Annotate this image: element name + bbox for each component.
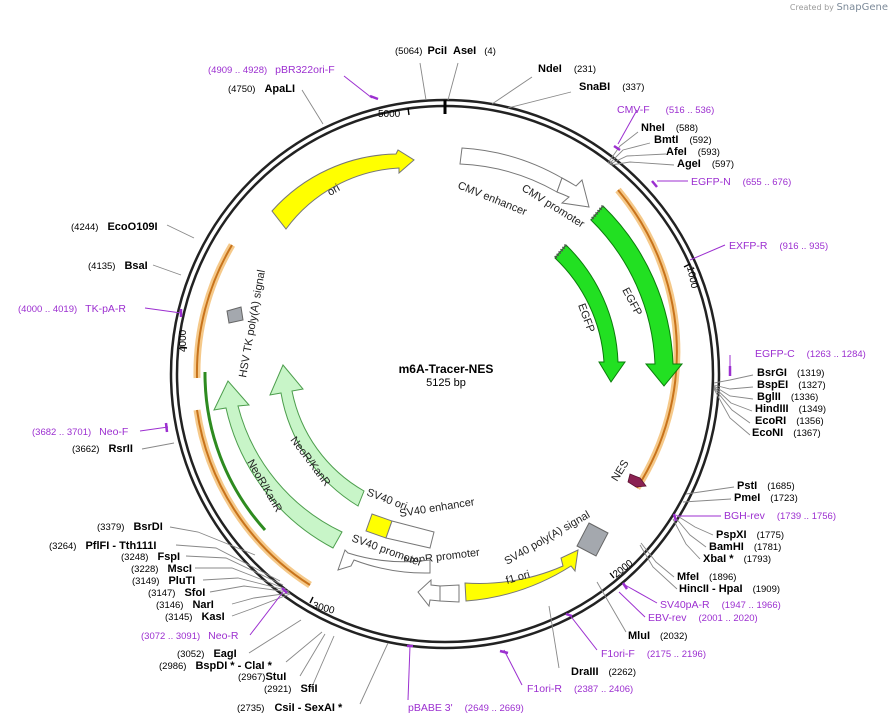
site-pflfi: (3264) PflFI - Tth111I <box>49 540 156 552</box>
site-sfii: (2921) SfiI <box>264 683 318 695</box>
sv40-enhancer-label: SV40 enhancer <box>399 496 476 520</box>
site-bspdi: (2986) BspDI * - ClaI * <box>159 660 273 672</box>
tick-2000: 2000 <box>611 558 636 581</box>
site-csii: (2735) CsiI - SexAI * <box>237 702 343 714</box>
primer-cmv-f: CMV-F (516 .. 536) <box>617 104 714 116</box>
tick-4000: 4000 <box>178 329 189 352</box>
site-hincii: HincII - HpaI (1909) <box>679 583 780 595</box>
site-ecoo109i: (4244) EcoO109I <box>71 221 158 233</box>
primer-tk-pa-r: (4000 .. 4019) TK-pA-R <box>18 303 126 315</box>
site-econi: EcoNI (1367) <box>752 427 821 439</box>
site-pspxi: PspXI (1775) <box>716 529 784 541</box>
site-asei: AseI (4) <box>453 45 496 57</box>
f1-ori-feature: f1 ori <box>464 549 579 602</box>
primer-exfp-r: EXFP-R (916 .. 935) <box>729 240 828 252</box>
primer-ebv-rev: EBV-rev (2001 .. 2020) <box>648 612 758 624</box>
credit: Created by SnapGene <box>790 2 888 13</box>
egfp-inner-feature: EGFP <box>553 244 626 383</box>
primer-egfp-c: EGFP-C (1263 .. 1284) <box>755 348 866 360</box>
primer-pbabe3: pBABE 3' (2649 .. 2669) <box>408 702 524 714</box>
cmv-enhancer-label: CMV enhancer <box>456 180 529 219</box>
ori-label: ori <box>326 182 343 199</box>
site-pluti: (3149) PluTI <box>132 575 195 587</box>
sv40-polya-feature: SV40 poly(A) signal <box>503 509 609 568</box>
site-xbai: XbaI * (1793) <box>703 553 771 565</box>
site-msci: (3228) MscI <box>131 563 192 575</box>
hsv-tk-label: HSV TK poly(A) signal <box>237 269 268 379</box>
plasmid-name: m6A-Tracer-NES <box>399 362 494 376</box>
credit-brand: SnapGene <box>836 2 888 13</box>
site-draiii: DraIII (2262) <box>571 666 636 678</box>
site-bsai: (4135) BsaI <box>88 260 148 272</box>
restriction-sites: (5064) PciI AseI (4) NdeI (231) SnaBI (337) … <box>49 45 826 714</box>
site-bsrdi: (3379) BsrDI <box>97 521 163 533</box>
site-nari: (3146) NarI <box>156 599 214 611</box>
site-mfei: MfeI (1896) <box>677 571 736 583</box>
primer-egfp-n: EGFP-N (655 .. 676) <box>691 176 791 188</box>
primer-f1ori-f: F1ori-F (2175 .. 2196) <box>601 648 706 660</box>
site-bspei: BspEI (1327) <box>757 379 826 391</box>
tick-5000: 5000 <box>378 109 401 120</box>
primer-f1ori-r: F1ori-R (2387 .. 2406) <box>527 683 633 695</box>
site-sfoi: (3147) SfoI <box>148 587 205 599</box>
site-bamhi: BamHI (1781) <box>709 541 781 553</box>
sv40-polya-label: SV40 poly(A) signal <box>503 509 593 568</box>
primer-pbr322ori-f: (4909 .. 4928) pBR322ori-F <box>208 64 335 76</box>
site-psti: PstI (1685) <box>737 480 795 492</box>
sv40-ori-enhancer: SV40 ori SV40 enhancer <box>365 487 476 549</box>
site-nhei: NheI (588) <box>641 122 698 134</box>
credit-prefix: Created by <box>789 3 834 12</box>
site-mlui: MluI (2032) <box>628 630 687 642</box>
primer-neo-f: (3682 .. 3701) Neo-F <box>32 426 128 438</box>
primer-neo-r: (3072 .. 3091) Neo-R <box>141 630 239 642</box>
site-pcii: (5064) PciI <box>395 45 447 57</box>
primer-sv40pa-r: SV40pA-R (1947 .. 1966) <box>660 599 781 611</box>
site-afei: AfeI (593) <box>666 146 720 158</box>
site-apali: (4750) ApaLI <box>228 83 295 95</box>
site-bmti: BmtI (592) <box>654 134 712 146</box>
site-hindiii: HindIII (1349) <box>755 403 826 415</box>
site-rsrii: (3662) RsrII <box>72 443 133 455</box>
site-eagi: (3052) EagI <box>177 648 237 660</box>
hsv-tk-feature: HSV TK poly(A) signal <box>226 269 268 379</box>
ori-feature: ori <box>271 149 415 230</box>
neor-inner-feature: NeoR/KanR <box>269 364 365 507</box>
site-pmei: PmeI (1723) <box>734 492 798 504</box>
site-bsrgi: BsrGI (1319) <box>757 367 824 379</box>
nes-feature: NES <box>609 458 647 488</box>
site-kasi: (3145) KasI <box>165 611 225 623</box>
site-stui: (2967)StuI <box>238 671 286 683</box>
primer-labels: (4909 .. 4928) pBR322ori-F CMV-F (516 .. 5… <box>18 64 866 714</box>
cmv-features: CMV enhancer CMV promoter <box>456 147 590 231</box>
primer-leaders <box>139 75 732 701</box>
site-ndei: NdeI (231) <box>538 63 596 75</box>
site-leaders <box>141 62 754 705</box>
site-fspi: (3248) FspI <box>121 551 180 563</box>
site-snabi: SnaBI (337) <box>579 81 644 93</box>
tick-marks <box>179 100 691 604</box>
plasmid-size: 5125 bp <box>426 377 466 389</box>
site-bglii: BglII (1336) <box>757 391 818 403</box>
tick-1000: 1000 <box>684 265 699 289</box>
orange-features <box>193 187 681 588</box>
site-agei: AgeI (597) <box>677 158 734 170</box>
site-ecori: EcoRI (1356) <box>755 415 824 427</box>
primer-bgh-rev: BGH-rev (1739 .. 1756) <box>724 510 836 522</box>
